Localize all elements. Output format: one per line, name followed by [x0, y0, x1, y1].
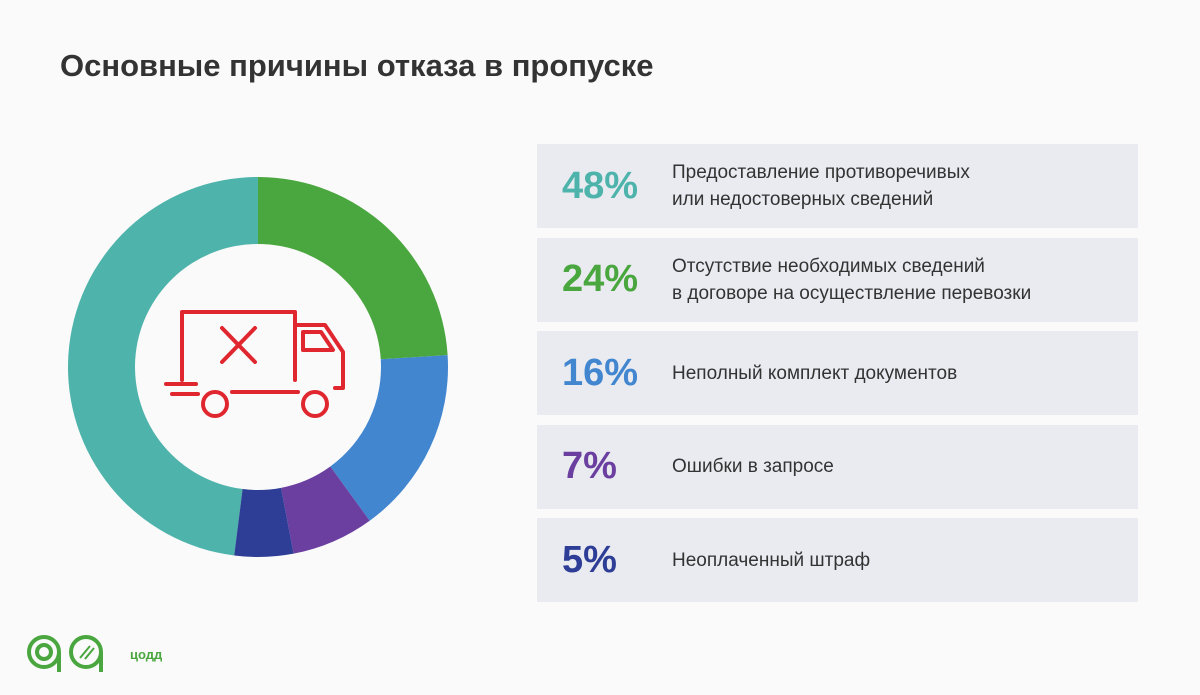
value-label: 24%	[562, 258, 639, 300]
legend-label: Ошибки в запросе	[672, 456, 834, 477]
legend-item: 5% Неоплаченный штраф	[537, 518, 1138, 602]
value-label: 7%	[562, 445, 617, 487]
donut-chart	[67, 177, 449, 557]
donut-segment	[234, 487, 294, 557]
legend-item: 16% Неполный комплект документов	[537, 331, 1138, 415]
legend-item: 24% Отсутствие необходимых сведений в дог…	[537, 237, 1138, 322]
slide-title: Основные причины отказа в пропуске	[60, 48, 654, 83]
logo-mark	[27, 635, 103, 672]
legend-label: Предоставление противоречивых или недост…	[672, 162, 970, 210]
value-label: 16%	[562, 351, 639, 394]
donut-segment	[330, 355, 449, 521]
legend-label: Неоплаченный штраф	[672, 549, 871, 571]
donut-segment	[67, 177, 258, 556]
legend-item: 7% Ошибки в запросе	[537, 424, 1138, 509]
donut-segment	[258, 177, 448, 360]
logo: цодд	[24, 632, 162, 676]
legend-label: Неполный комплект документов	[672, 362, 958, 384]
value-label: 5%	[562, 538, 617, 581]
value-label: 48%	[562, 164, 639, 207]
legend-label: Отсутствие необходимых сведений в догово…	[672, 255, 1032, 304]
truck-icon	[164, 310, 345, 418]
logo-text: цодд	[130, 646, 163, 662]
legend-item: 48% Предоставление противоречивых или нед…	[537, 144, 1138, 228]
donut-segment	[281, 466, 370, 554]
